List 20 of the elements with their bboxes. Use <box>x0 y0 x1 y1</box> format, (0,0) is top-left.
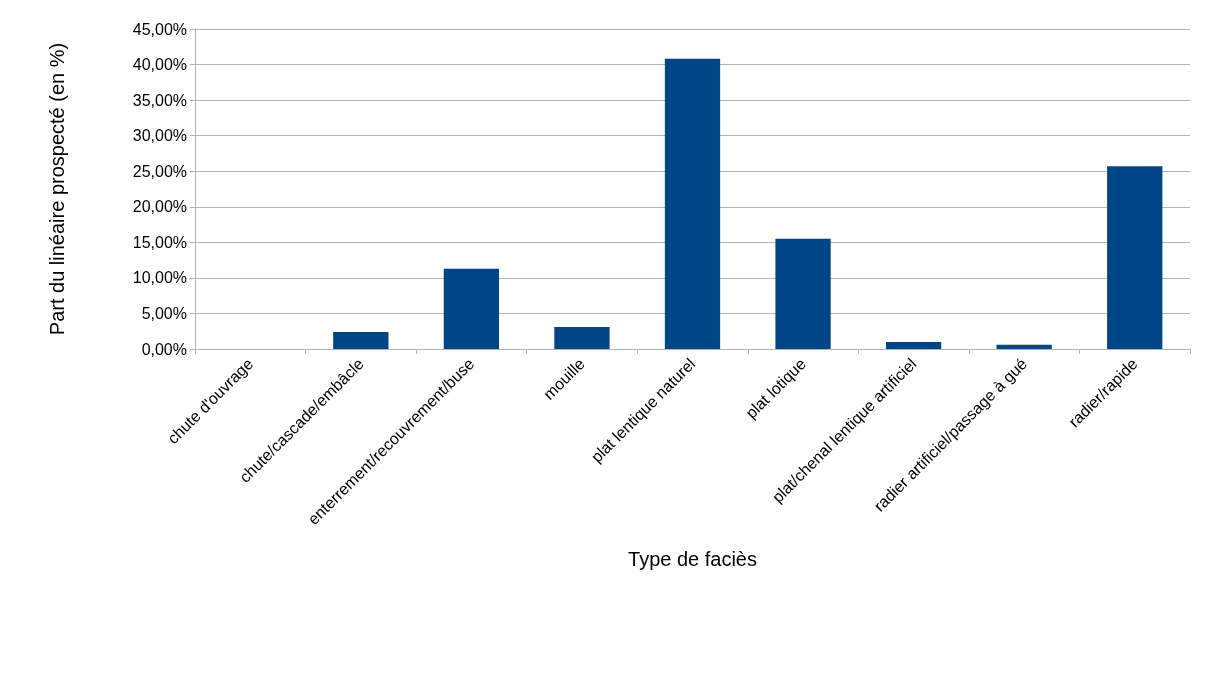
bar <box>1107 166 1163 349</box>
y-tick-label: 35,00% <box>132 91 187 109</box>
y-axis-title: Part du linéaire prospecté (en %) <box>46 42 68 336</box>
y-tick-label: 30,00% <box>132 127 187 145</box>
y-tick-label: 45,00% <box>132 20 187 38</box>
y-tick-label: 0,00% <box>141 340 187 358</box>
y-tick-label: 40,00% <box>132 56 187 74</box>
y-tick-label: 10,00% <box>132 269 187 287</box>
bar <box>333 331 389 349</box>
bar <box>443 268 500 349</box>
bar <box>554 326 610 349</box>
bar <box>996 344 1052 349</box>
y-tick-label: 20,00% <box>132 198 187 216</box>
bar <box>664 58 721 349</box>
y-tick-label: 25,00% <box>132 162 187 180</box>
x-axis-title: Type de faciès <box>628 548 757 570</box>
bar <box>885 341 942 349</box>
y-tick-label: 15,00% <box>132 233 187 251</box>
y-tick-label: 5,00% <box>141 304 187 322</box>
bar <box>775 238 831 349</box>
